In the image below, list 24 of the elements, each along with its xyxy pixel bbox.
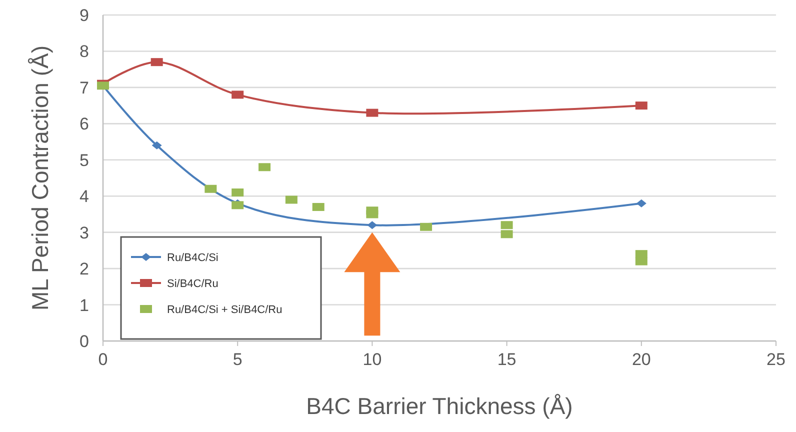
point: [152, 141, 162, 150]
y-tick-label: 6: [80, 114, 89, 134]
legend-label: Si/B4C/Ru: [167, 278, 218, 290]
point: [636, 199, 646, 208]
x-tick-label: 25: [766, 350, 786, 369]
x-axis-title: B4C Barrier Thickness (Å): [306, 393, 573, 419]
legend-label: Ru/B4C/Si: [167, 252, 218, 264]
y-tick-label: 9: [80, 6, 89, 25]
x-tick-label: 15: [497, 350, 516, 369]
y-tick-label: 8: [80, 42, 89, 62]
y-tick-label: 2: [80, 260, 89, 279]
x-tick-label: 5: [232, 350, 242, 369]
x-tick-label: 0: [98, 350, 108, 369]
y-tick-label: 7: [80, 78, 89, 98]
y-tick-label: 0: [80, 332, 89, 351]
point: [367, 221, 378, 230]
x-tick-label: 20: [632, 350, 651, 369]
y-tick-label: 1: [80, 296, 89, 315]
y-tick-label: 5: [80, 150, 89, 170]
x-tick-label: 10: [362, 350, 382, 369]
y-tick-label: 3: [80, 223, 89, 242]
y-tick-label: 4: [80, 187, 89, 206]
legend-label: Ru/B4C/Si + Si/B4C/Ru: [167, 304, 282, 316]
y-axis-title: ML Period Contraction (Å): [27, 45, 53, 311]
